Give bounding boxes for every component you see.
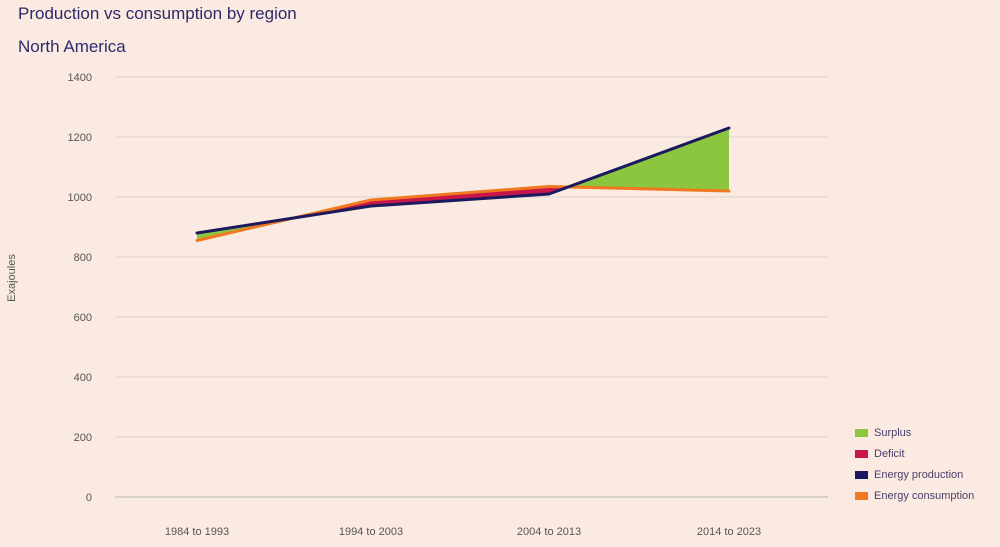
- legend-swatch-production: [855, 470, 868, 479]
- chart-subtitle: North America: [18, 37, 126, 56]
- legend-label-production: Energy production: [874, 468, 964, 481]
- x-tick-label: 1984 to 1993: [165, 526, 229, 538]
- y-tick-label: 0: [86, 492, 92, 504]
- y-axis-label-wrap: Exajoules: [6, 240, 34, 320]
- fill-layer: [197, 128, 729, 241]
- y-tick-label: 1400: [68, 72, 92, 84]
- legend-item-surplus[interactable]: Surplus: [855, 422, 974, 443]
- legend-swatch-surplus: [855, 428, 868, 437]
- y-tick-label: 400: [74, 372, 92, 384]
- legend-item-deficit[interactable]: Deficit: [855, 443, 974, 464]
- legend-item-consumption[interactable]: Energy consumption: [855, 485, 974, 506]
- legend-label-consumption: Energy consumption: [874, 489, 975, 502]
- y-tick-label: 200: [74, 432, 92, 444]
- y-tick-label: 1000: [68, 192, 92, 204]
- y-axis-label: Exajoules: [5, 254, 18, 302]
- chart-title: Production vs consumption by region: [18, 4, 297, 23]
- legend-swatch-consumption: [855, 491, 868, 500]
- y-tick-label: 600: [74, 312, 92, 324]
- production-line: [195, 126, 731, 235]
- tick-layer: 0 200 400 600 800 1000 1200 1400 1984 to 1993 199…: [68, 72, 762, 538]
- legend: Surplus Deficit Energy production Energy…: [855, 422, 974, 506]
- line-layer: [195, 126, 731, 242]
- legend-swatch-deficit: [855, 449, 868, 458]
- x-tick-label: 2014 to 2023: [697, 526, 761, 538]
- legend-label-deficit: Deficit: [874, 447, 905, 460]
- y-tick-label: 800: [74, 252, 92, 264]
- legend-item-production[interactable]: Energy production: [855, 464, 974, 485]
- legend-label-surplus: Surplus: [874, 426, 912, 439]
- x-tick-label: 1994 to 2003: [339, 526, 403, 538]
- y-tick-label: 1200: [68, 132, 92, 144]
- x-tick-label: 2004 to 2013: [517, 526, 581, 538]
